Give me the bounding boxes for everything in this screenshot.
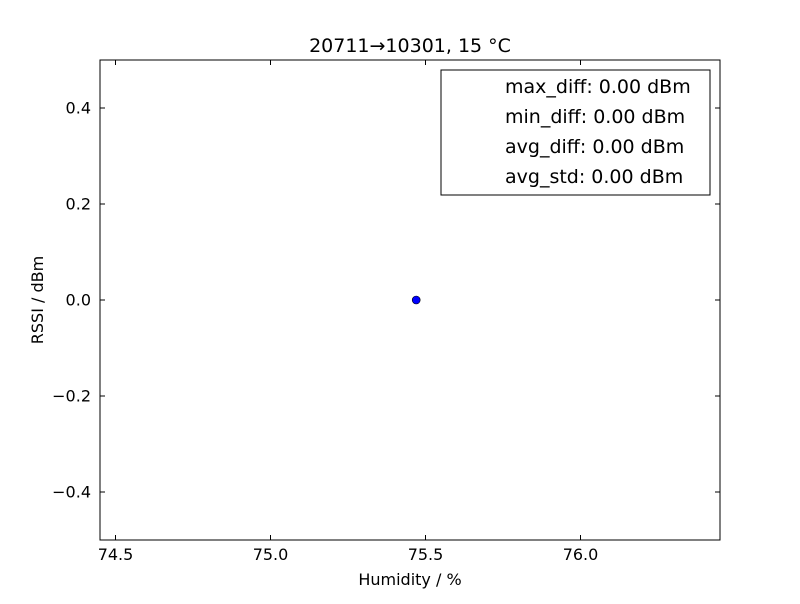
legend-entry-avg-diff: avg_diff: 0.00 dBm bbox=[505, 136, 684, 158]
y-axis: 0.4 0.2 0.0 −0.2 −0.4 bbox=[52, 99, 720, 502]
y-tick-label: 0.0 bbox=[66, 291, 91, 310]
x-tick-label: 75.0 bbox=[253, 545, 289, 564]
chart-title: 20711→10301, 15 °C bbox=[309, 35, 511, 57]
legend-entry-avg-std: avg_std: 0.00 dBm bbox=[505, 166, 683, 188]
legend-box bbox=[440, 69, 711, 196]
y-tick-label: 0.2 bbox=[66, 195, 91, 214]
x-axis-label: Humidity / % bbox=[358, 570, 461, 589]
y-tick-label: −0.4 bbox=[52, 483, 91, 502]
x-tick-label: 76.0 bbox=[563, 545, 599, 564]
data-point bbox=[411, 295, 421, 305]
x-tick-label: 75.5 bbox=[408, 545, 444, 564]
y-axis-label: RSSI / dBm bbox=[28, 256, 47, 344]
y-tick-label: −0.2 bbox=[52, 387, 91, 406]
data-points bbox=[411, 295, 421, 305]
y-tick-label: 0.4 bbox=[66, 99, 91, 118]
x-tick-label: 74.5 bbox=[98, 545, 134, 564]
legend: max_diff: 0.00 dBm min_diff: 0.00 dBm av… bbox=[440, 69, 711, 196]
x-axis: 74.5 75.0 75.5 76.0 bbox=[98, 60, 599, 564]
legend-entry-min-diff: min_diff: 0.00 dBm bbox=[505, 106, 685, 128]
legend-entry-max-diff: max_diff: 0.00 dBm bbox=[505, 76, 691, 98]
